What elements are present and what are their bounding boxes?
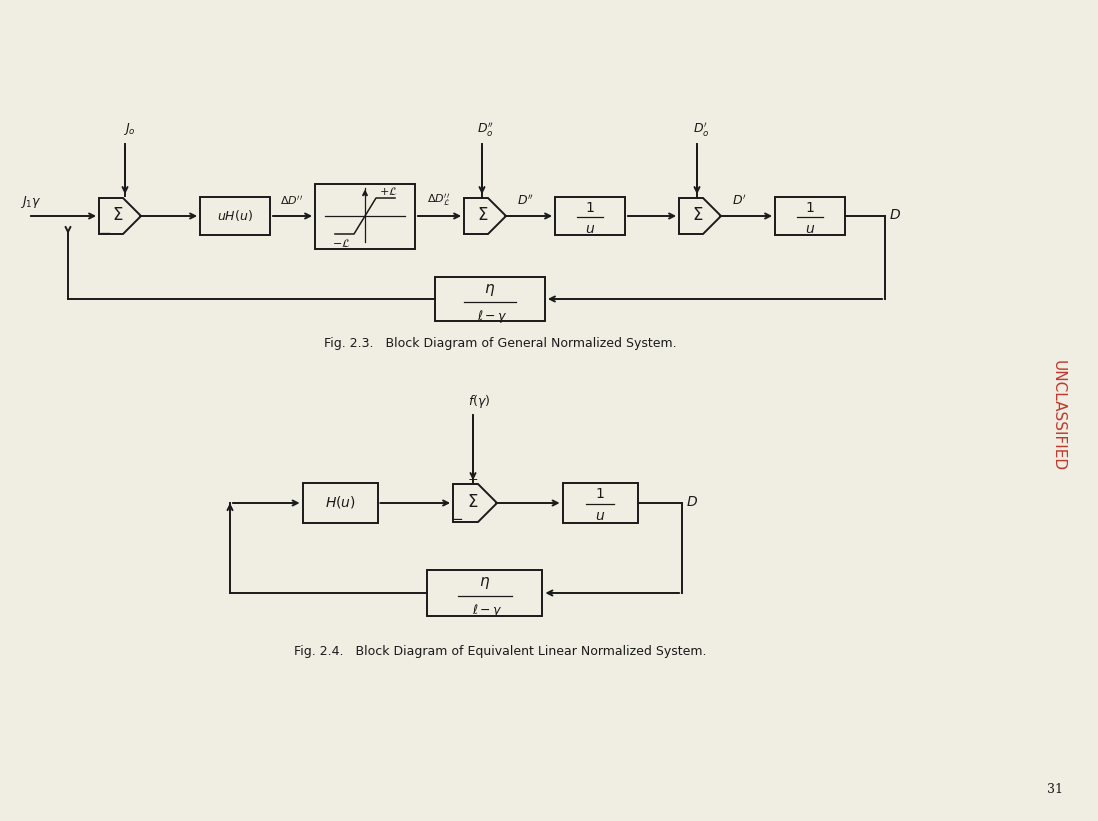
Text: $-\mathcal{L}$: $-\mathcal{L}$ bbox=[333, 237, 351, 249]
Text: $J_1\gamma$: $J_1\gamma$ bbox=[20, 194, 42, 210]
FancyBboxPatch shape bbox=[435, 277, 545, 321]
Text: $D_o^{\prime\prime}$: $D_o^{\prime\prime}$ bbox=[478, 120, 494, 138]
Text: $H(u)$: $H(u)$ bbox=[325, 494, 356, 510]
FancyBboxPatch shape bbox=[303, 483, 378, 523]
Text: $\eta$: $\eta$ bbox=[480, 575, 491, 591]
Text: $uH(u)$: $uH(u)$ bbox=[217, 208, 253, 222]
Text: $D$: $D$ bbox=[686, 495, 698, 509]
Text: UNCLASSIFIED: UNCLASSIFIED bbox=[1051, 360, 1065, 471]
Text: $\ell-\gamma$: $\ell-\gamma$ bbox=[477, 308, 507, 324]
Polygon shape bbox=[99, 198, 141, 234]
FancyBboxPatch shape bbox=[315, 184, 415, 249]
Text: $D$: $D$ bbox=[889, 208, 901, 222]
Text: $D^{\prime}$: $D^{\prime}$ bbox=[731, 194, 747, 209]
Text: $u$: $u$ bbox=[805, 222, 815, 236]
Text: $\Sigma$: $\Sigma$ bbox=[112, 207, 124, 223]
Text: $1$: $1$ bbox=[805, 201, 815, 215]
Text: $u$: $u$ bbox=[585, 222, 595, 236]
Text: $\Delta D^{\prime\prime}$: $\Delta D^{\prime\prime}$ bbox=[280, 194, 303, 207]
Text: $u$: $u$ bbox=[595, 509, 605, 523]
FancyBboxPatch shape bbox=[554, 197, 625, 235]
Text: $f(\gamma)$: $f(\gamma)$ bbox=[468, 392, 490, 410]
Text: $\eta$: $\eta$ bbox=[484, 282, 495, 298]
Text: $-$: $-$ bbox=[450, 511, 463, 525]
Text: 31: 31 bbox=[1047, 782, 1063, 796]
Text: Fig. 2.3.   Block Diagram of General Normalized System.: Fig. 2.3. Block Diagram of General Norma… bbox=[324, 337, 676, 350]
FancyBboxPatch shape bbox=[775, 197, 845, 235]
Text: $D^{\prime\prime}$: $D^{\prime\prime}$ bbox=[517, 194, 535, 209]
Text: $1$: $1$ bbox=[595, 487, 605, 501]
Text: $\ell-\gamma$: $\ell-\gamma$ bbox=[472, 602, 502, 618]
FancyBboxPatch shape bbox=[200, 197, 270, 235]
Text: Fig. 2.4.   Block Diagram of Equivalent Linear Normalized System.: Fig. 2.4. Block Diagram of Equivalent Li… bbox=[294, 644, 706, 658]
Polygon shape bbox=[679, 198, 721, 234]
Text: $-$: $-$ bbox=[99, 225, 112, 239]
Text: $D_o^{\prime}$: $D_o^{\prime}$ bbox=[693, 120, 709, 138]
Polygon shape bbox=[464, 198, 506, 234]
Text: $+\mathcal{L}$: $+\mathcal{L}$ bbox=[379, 185, 397, 197]
Text: $\Sigma$: $\Sigma$ bbox=[468, 493, 479, 511]
Text: $1$: $1$ bbox=[585, 201, 595, 215]
FancyBboxPatch shape bbox=[427, 570, 542, 616]
FancyBboxPatch shape bbox=[562, 483, 638, 523]
Text: $J_o$: $J_o$ bbox=[123, 121, 135, 137]
Text: $\Sigma$: $\Sigma$ bbox=[693, 207, 704, 223]
Polygon shape bbox=[453, 484, 497, 522]
Text: $\Delta D^{\prime\prime}_\mathcal{L}$: $\Delta D^{\prime\prime}_\mathcal{L}$ bbox=[427, 192, 450, 208]
Text: $\Sigma$: $\Sigma$ bbox=[478, 207, 489, 223]
Text: $+$: $+$ bbox=[468, 473, 479, 485]
